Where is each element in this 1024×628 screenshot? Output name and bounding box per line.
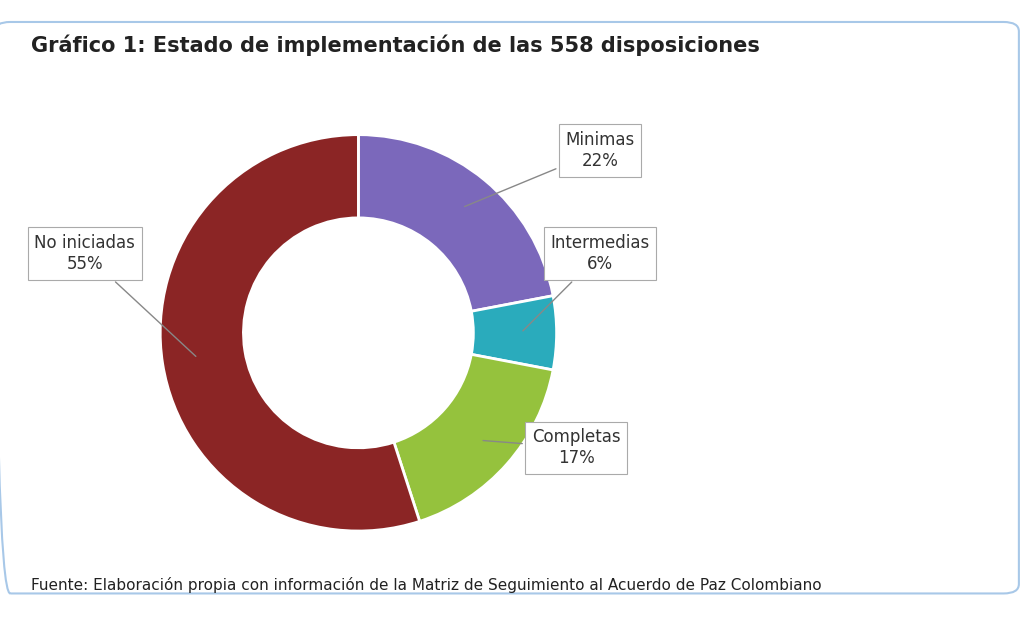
Text: Completas
17%: Completas 17% <box>483 428 621 467</box>
Text: Fuente: Elaboración propia con información de la Matriz de Seguimiento al Acuerd: Fuente: Elaboración propia con informaci… <box>31 578 821 593</box>
Wedge shape <box>471 296 557 370</box>
Wedge shape <box>358 134 553 311</box>
Text: Gráfico 1: Estado de implementación de las 558 disposiciones: Gráfico 1: Estado de implementación de l… <box>31 35 760 56</box>
Text: Minimas
22%: Minimas 22% <box>465 131 635 207</box>
Text: Intermedias
6%: Intermedias 6% <box>523 234 650 331</box>
Text: No iniciadas
55%: No iniciadas 55% <box>35 234 196 356</box>
Wedge shape <box>394 354 553 521</box>
Wedge shape <box>160 134 420 531</box>
